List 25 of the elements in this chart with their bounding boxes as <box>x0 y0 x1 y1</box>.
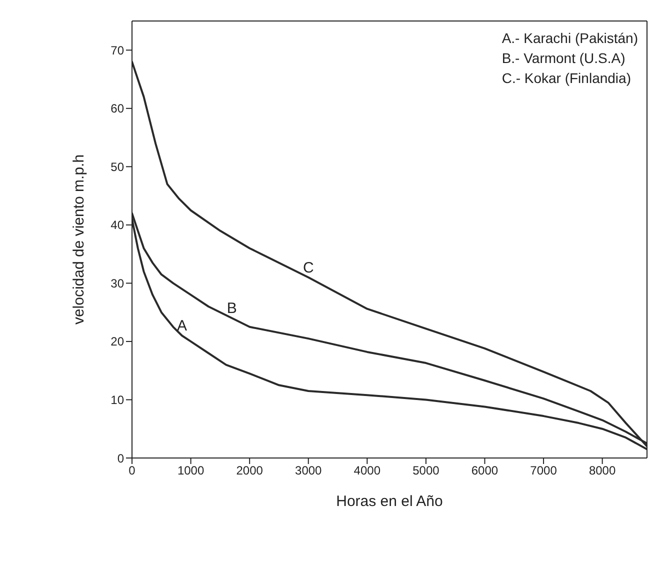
y-tick-label: 40 <box>110 218 124 232</box>
x-tick-label: 7000 <box>530 464 558 478</box>
x-axis-title: Horas en el Año <box>336 493 443 510</box>
x-tick-label: 1000 <box>177 464 204 478</box>
x-tick-label: 2000 <box>236 464 264 478</box>
y-tick-label: 60 <box>110 102 124 116</box>
annotation: C.- Kokar (Finlandia) <box>502 69 632 88</box>
x-tick-label: 6000 <box>471 464 498 478</box>
x-tick-label: 4000 <box>354 464 381 478</box>
x-tick-label: 5000 <box>412 464 440 478</box>
y-tick-label: 10 <box>110 392 124 407</box>
y-axis-title: velocidad de viento m.p.h <box>70 154 88 325</box>
annotation: C <box>302 259 314 276</box>
annotation: A.- Karachi (Pakistán) <box>502 29 638 48</box>
y-tick-label: 70 <box>110 43 124 58</box>
x-tick-label: 8000 <box>588 464 616 478</box>
annotation: B.- Varmont (U.S.A) <box>502 49 626 68</box>
y-tick-label: 30 <box>110 276 124 290</box>
annotation: B <box>226 300 237 318</box>
y-tick-label: 20 <box>110 334 124 349</box>
y-tick-label: 50 <box>110 160 124 174</box>
x-tick-label: 0 <box>128 464 136 478</box>
annotation: A <box>176 318 187 335</box>
y-tick-label: 0 <box>117 451 124 466</box>
x-tick-label: 3000 <box>295 464 322 478</box>
